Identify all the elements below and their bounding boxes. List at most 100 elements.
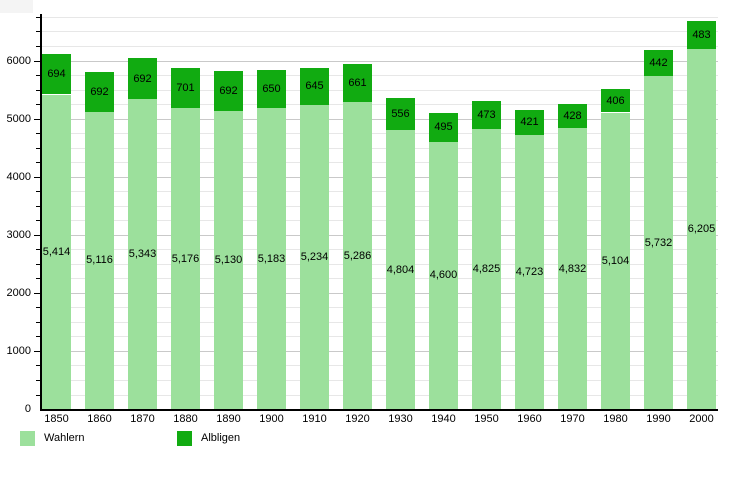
bar-value-label-wahlern: 5,234 [300,251,329,263]
x-tick-label: 2000 [689,413,714,425]
bar-value-label-albligen: 650 [262,83,281,96]
bar-value-label-wahlern: 5,176 [171,252,200,265]
y-tick-minor [36,205,42,207]
bar-value-label-wahlern: 4,600 [429,269,458,282]
plot-area: 0 1000 2000 3000 4000 5000 6000 5,414 694 1850 5,1… [6,14,718,425]
gridline-minor [40,205,718,207]
legend-item-albligen: Albligen [177,431,240,446]
bar-segment-wahlern [42,94,71,409]
y-tick-label: 6000 [6,54,31,67]
bar-value-label-wahlern: 4,825 [472,262,501,275]
bar-segment-albligen [472,101,501,129]
bar-segment-albligen [343,63,372,102]
bar-segment-albligen [687,20,716,49]
legend-item-wahlern: Wahlern [20,431,85,446]
y-tick-major [34,60,42,62]
x-tick-label: 1950 [474,413,499,425]
gridline-minor [40,336,718,338]
y-tick-label: 2000 [6,286,31,299]
bar-value-label-wahlern: 6,205 [687,222,716,235]
x-tick-label: 1920 [345,413,370,425]
bar-value-label-albligen: 692 [90,85,109,98]
bar-value-label-wahlern: 4,723 [515,265,544,278]
x-tick-label: 1850 [44,413,69,425]
gridline-major [40,118,718,120]
bar-segment-wahlern [558,128,587,409]
bar-segment-albligen [171,67,200,109]
bar-segment-albligen [558,103,587,129]
legend-label-albligen: Albligen [201,432,241,444]
y-tick-minor [36,16,42,18]
y-tick-minor [36,133,42,135]
x-tick-label: 1870 [130,413,155,425]
bar-value-label-albligen: 406 [606,94,625,107]
bar-value-label-wahlern: 5,104 [601,254,630,267]
bar-segment-wahlern [85,111,114,409]
gridline-minor [40,321,718,323]
bar-value-label-wahlern: 5,732 [644,236,673,249]
bar-value-label-albligen: 495 [434,121,453,134]
gridline-minor [40,191,718,193]
bar-value-label-albligen: 692 [133,72,152,85]
x-tick-label: 1990 [646,413,671,425]
x-tick-label: 1900 [259,413,284,425]
y-tick-minor [36,249,42,251]
bar-segment-albligen [42,54,71,95]
bar-segment-albligen [257,70,286,108]
bar-segment-albligen [644,50,673,77]
x-axis [40,409,718,411]
gridline-minor [40,307,718,309]
gridline-minor [40,162,718,164]
legend-label-wahlern: Wahlern [44,432,85,444]
x-tick-label: 1860 [87,413,112,425]
gridline-major [40,350,718,352]
x-tick-label: 1970 [560,413,585,425]
x-tick-label: 1980 [603,413,628,425]
y-tick-minor [36,31,42,33]
y-tick-label: 4000 [6,170,31,183]
gridline-major [40,60,718,62]
y-tick-label: 1000 [6,344,31,357]
y-tick-minor [36,104,42,105]
y-axis [40,14,42,411]
y-tick-minor [36,75,42,76]
y-tick-label: 3000 [6,228,31,241]
bar-segment-wahlern [687,48,716,409]
bar-value-label-albligen: 473 [477,109,496,121]
gridline-minor [40,220,718,222]
bar-value-label-albligen: 442 [649,57,668,70]
gridline-minor [40,263,718,265]
y-tick-minor [36,263,42,265]
corner-artifact [0,0,33,13]
bar-segment-wahlern [601,112,630,409]
bar-segment-wahlern [214,111,243,409]
bar-value-label-albligen: 483 [692,28,711,41]
bar-value-label-albligen: 661 [348,76,367,89]
x-tick-label: 1910 [302,413,327,425]
bar-segment-wahlern [386,129,415,409]
y-tick-minor [36,220,42,222]
gridline-minor [40,365,718,367]
gridline-minor [40,89,718,91]
bar-value-label-albligen: 692 [219,84,238,97]
gridline-minor [40,394,718,396]
x-tick-label: 1940 [431,413,456,425]
gridline-minor [40,249,718,251]
bar-segment-wahlern [429,141,458,409]
y-tick-minor [36,380,42,381]
bar-value-label-albligen: 428 [563,109,582,122]
bar-value-label-albligen: 701 [176,82,195,94]
bar-value-label-albligen: 421 [520,116,539,129]
gridline-minor [40,380,718,381]
x-tick-label: 1960 [517,413,542,425]
y-tick-minor [36,147,42,149]
bar-value-label-wahlern: 5,116 [86,254,113,267]
bar-value-label-wahlern: 5,130 [214,254,243,266]
y-tick-major [34,176,42,178]
bar-segment-albligen [85,71,114,112]
bar-segment-wahlern [343,101,372,409]
bar-segment-albligen [429,113,458,142]
y-tick-minor [36,162,42,164]
gridline-minor [40,278,718,280]
bar-value-label-wahlern: 4,832 [558,262,587,275]
